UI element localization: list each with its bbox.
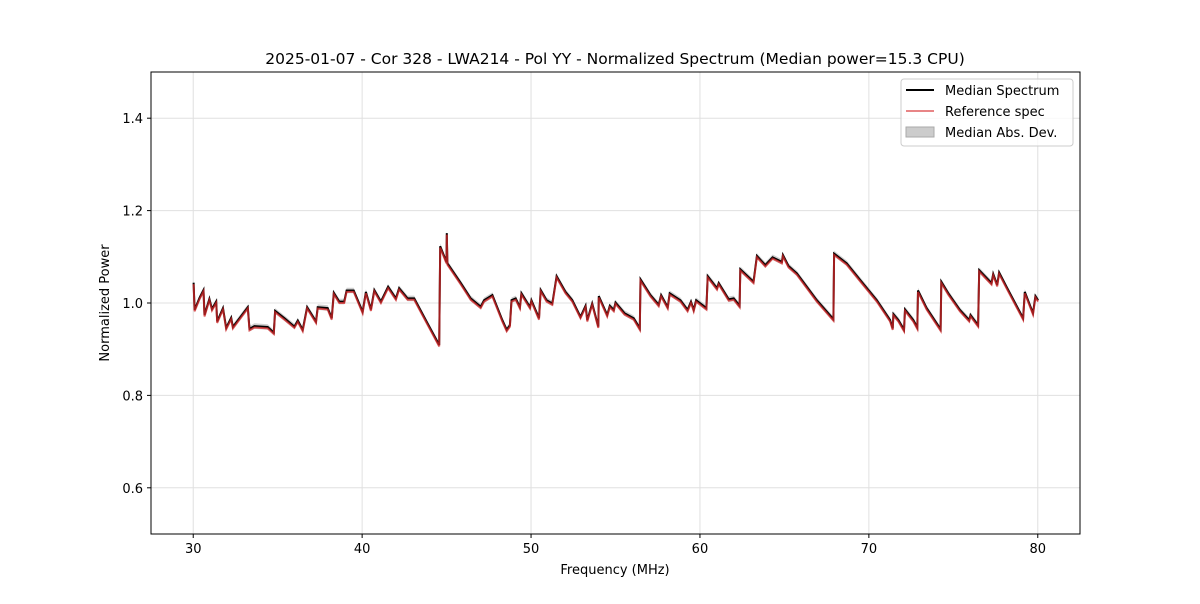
y-tick-label: 1.0 [122, 297, 143, 312]
ticks: 30 40 50 60 70 80 0.6 0.8 1.0 1.2 1.4 [122, 112, 1046, 557]
x-tick-label: 50 [523, 542, 540, 557]
y-tick-label: 0.6 [122, 482, 143, 497]
x-axis-label: Frequency (MHz) [560, 563, 669, 578]
x-tick-label: 70 [861, 542, 878, 557]
chart-title: 2025-01-07 - Cor 328 - LWA214 - Pol YY -… [265, 50, 965, 68]
y-tick-label: 1.4 [122, 112, 143, 127]
x-tick-label: 60 [692, 542, 709, 557]
legend-reference-label: Reference spec [945, 105, 1045, 120]
x-tick-label: 80 [1029, 542, 1046, 557]
legend-mad-swatch [905, 126, 935, 138]
reference-spec-line [192, 234, 1039, 347]
x-tick-label: 30 [185, 542, 202, 557]
legend: Median Spectrum Reference spec Median Ab… [900, 78, 1074, 147]
y-tick-label: 1.2 [122, 205, 143, 220]
y-tick-label: 0.8 [122, 389, 143, 404]
x-tick-label: 40 [354, 542, 371, 557]
legend-box [900, 78, 1074, 147]
legend-mad-label: Median Abs. Dev. [945, 126, 1057, 141]
legend-median-label: Median Spectrum [945, 84, 1059, 99]
mad-band [193, 230, 1039, 348]
y-axis-label: Normalized Power [98, 244, 113, 362]
